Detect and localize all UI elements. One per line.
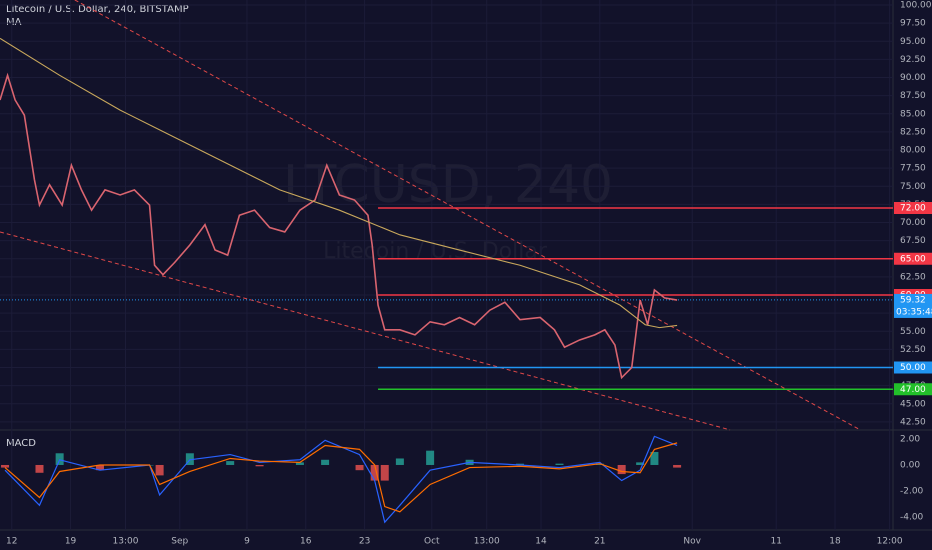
trend-line xyxy=(74,0,861,431)
y-tick-label: 75.00 xyxy=(900,182,926,192)
y-tick-label: 100.00 xyxy=(900,1,932,11)
histogram-bar xyxy=(185,453,194,465)
x-tick-label: 9 xyxy=(244,537,250,547)
x-tick-label: Nov xyxy=(683,537,701,547)
last-price-label: 59.32 xyxy=(900,295,926,305)
x-tick-label: Oct xyxy=(424,537,440,547)
histogram-bar xyxy=(673,464,682,468)
x-tick-label: 12:00 xyxy=(877,537,903,547)
histogram-bar xyxy=(636,462,645,465)
histogram-bar xyxy=(595,463,604,465)
level-tag xyxy=(894,202,932,215)
watermark: LTCUSD, 240 xyxy=(283,155,613,215)
macd-line xyxy=(4,442,678,513)
x-tick-label: Sep xyxy=(171,537,188,547)
histogram-bar xyxy=(650,451,659,465)
trend-line xyxy=(0,231,731,431)
level-tag xyxy=(894,383,932,396)
x-tick-label: 13:00 xyxy=(474,537,500,547)
watermark-subtitle: Litecoin / U.S. Dollar xyxy=(323,239,548,264)
level-label: 47.00 xyxy=(900,385,926,395)
x-tick-label: 16 xyxy=(300,537,312,547)
x-tick-label: 23 xyxy=(359,537,370,547)
histogram-bar xyxy=(226,461,235,465)
y-tick-label: 52.50 xyxy=(900,345,926,355)
y-tick-label: 45.00 xyxy=(900,399,926,409)
histogram-bar xyxy=(55,453,64,465)
x-tick-label: 11 xyxy=(771,537,782,547)
price-line xyxy=(0,37,678,329)
histogram-bar xyxy=(617,464,626,475)
macd-label: MACD xyxy=(6,438,36,449)
histogram-bar xyxy=(555,463,564,465)
level-tag xyxy=(894,252,932,265)
x-tick-label: 21 xyxy=(594,537,605,547)
histogram-bar xyxy=(1,464,10,468)
histogram-bar xyxy=(370,464,379,481)
y-tick-label: 2.00 xyxy=(900,434,920,444)
x-tick-label: 14 xyxy=(535,537,547,547)
y-tick-label: 70.00 xyxy=(900,218,926,228)
y-tick-label: 42.50 xyxy=(900,417,926,427)
y-tick-label: 0.00 xyxy=(900,460,920,470)
level-label: 65.00 xyxy=(900,254,926,264)
y-tick-label: 80.00 xyxy=(900,146,926,156)
x-tick-label: 19 xyxy=(65,537,77,547)
y-tick-label: 95.00 xyxy=(900,37,926,47)
histogram-bar xyxy=(295,462,304,465)
histogram-bar xyxy=(95,464,104,471)
y-tick-label: -4.00 xyxy=(900,512,924,522)
histogram-bar xyxy=(516,463,525,465)
level-label: 72.00 xyxy=(900,204,926,214)
countdown-label: 03:35:48 xyxy=(896,307,932,317)
histogram-bar xyxy=(155,464,164,476)
level-tag xyxy=(894,361,932,374)
y-tick-label: 55.00 xyxy=(900,327,926,337)
histogram-bar xyxy=(255,464,264,467)
y-tick-label: 97.50 xyxy=(900,19,926,29)
y-tick-label: 77.50 xyxy=(900,164,926,174)
y-tick-label: -2.00 xyxy=(900,486,924,496)
histogram-bar xyxy=(35,464,44,473)
last-price-tag xyxy=(894,293,932,318)
price-line xyxy=(0,72,678,380)
x-tick-label: 18 xyxy=(829,537,841,547)
y-tick-label: 90.00 xyxy=(900,73,926,83)
x-tick-label: 12 xyxy=(6,537,17,547)
histogram-bar xyxy=(355,464,364,471)
y-tick-label: 82.50 xyxy=(900,127,926,137)
symbol-title: Litecoin / U.S. Dollar, 240, BITSTAMP xyxy=(6,4,189,15)
y-tick-label: 67.50 xyxy=(900,236,926,246)
y-tick-label: 62.50 xyxy=(900,272,926,282)
indicator-label: MA xyxy=(6,17,22,28)
y-tick-label: 87.50 xyxy=(900,91,926,101)
histogram-bar xyxy=(380,464,389,481)
y-tick-label: 85.00 xyxy=(900,109,926,119)
y-tick-label: 92.50 xyxy=(900,55,926,65)
level-label: 50.00 xyxy=(900,363,926,373)
x-tick-label: 13:00 xyxy=(113,537,139,547)
histogram-bar xyxy=(395,458,404,465)
histogram-bar xyxy=(426,450,435,465)
histogram-bar xyxy=(321,459,330,465)
